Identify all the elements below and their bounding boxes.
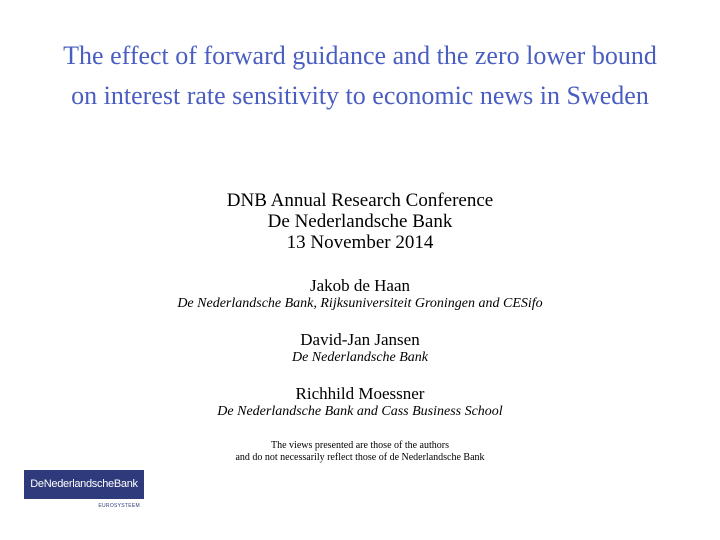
conference-date: 13 November 2014 <box>286 232 434 253</box>
author-2: David-Jan Jansen De Nederlandsche Bank <box>0 330 720 366</box>
disclaimer: The views presented are those of the aut… <box>0 440 720 464</box>
author-name: Richhild Moessner <box>295 384 425 403</box>
conference-info: DNB Annual Research Conference De Nederl… <box>0 190 720 253</box>
disclaimer-line-2: and do not necessarily reflect those of … <box>235 452 485 463</box>
author-3: Richhild Moessner De Nederlandsche Bank … <box>0 384 720 420</box>
conference-name: DNB Annual Research Conference <box>226 190 494 211</box>
author-affiliation: De Nederlandsche Bank and Cass Business … <box>217 404 503 419</box>
disclaimer-line-1: The views presented are those of the aut… <box>271 440 449 451</box>
slide-title-line-1: The effect of forward guidance and the z… <box>63 41 657 70</box>
dnb-logo: DeNederlandscheBank EUROSYSTEEM <box>24 470 144 510</box>
conference-host: De Nederlandsche Bank <box>267 211 453 232</box>
logo-subtext: EUROSYSTEEM <box>98 503 140 509</box>
author-1: Jakob de Haan De Nederlandsche Bank, Rij… <box>0 276 720 312</box>
author-name: Jakob de Haan <box>309 276 411 295</box>
author-affiliation: De Nederlandsche Bank, Rijksuniversiteit… <box>177 296 543 311</box>
logo-wordmark: DeNederlandscheBank <box>24 470 144 499</box>
slide-title: The effect of forward guidance and the z… <box>0 36 720 116</box>
author-name: David-Jan Jansen <box>300 330 420 349</box>
slide-title-line-2: on interest rate sensitivity to economic… <box>71 81 649 110</box>
author-affiliation: De Nederlandsche Bank <box>291 350 429 365</box>
